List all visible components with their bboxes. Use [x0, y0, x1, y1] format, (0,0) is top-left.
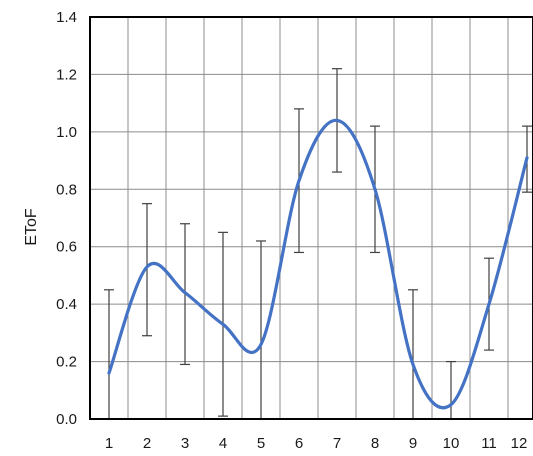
error-bar — [104, 289, 114, 420]
x-tick-label: 1 — [105, 435, 113, 452]
x-tick-label: 4 — [219, 435, 227, 452]
x-tick-labels: 1 2 3 4 5 6 7 8 9 10 11 12 — [105, 435, 528, 452]
y-tick-label: 1.0 — [56, 124, 77, 141]
y-tick-label: 0.0 — [56, 411, 77, 428]
y-axis-label: EToF — [23, 208, 40, 246]
y-tick-label: 0.8 — [56, 181, 77, 198]
x-tick-label: 12 — [511, 435, 528, 452]
y-tick-label: 0.6 — [56, 239, 77, 256]
y-tick-label: 1.2 — [56, 66, 77, 83]
x-tick-label: 6 — [295, 435, 303, 452]
gridlines — [90, 16, 533, 420]
plot-frame — [89, 16, 533, 420]
x-tick-label: 2 — [143, 435, 151, 452]
y-tick-label: 0.2 — [56, 354, 77, 371]
x-tick-label: 10 — [443, 435, 460, 452]
x-tick-label: 9 — [409, 435, 417, 452]
x-tick-label: 8 — [371, 435, 379, 452]
x-tick-label: 5 — [257, 435, 265, 452]
x-tick-label: 3 — [181, 435, 189, 452]
x-tick-label: 11 — [481, 435, 497, 452]
series-line — [107, 118, 529, 410]
y-tick-label: 0.4 — [56, 296, 77, 313]
y-tick-label: 1.4 — [56, 9, 77, 26]
error-bar — [446, 360, 456, 420]
error-bar — [142, 203, 152, 337]
x-tick-label: 7 — [333, 435, 341, 452]
error-bar — [256, 240, 266, 420]
y-tick-labels: 0.0 0.2 0.4 0.6 0.8 1.0 1.2 1.4 — [56, 9, 77, 428]
